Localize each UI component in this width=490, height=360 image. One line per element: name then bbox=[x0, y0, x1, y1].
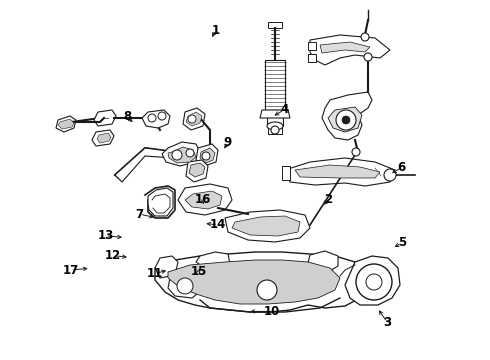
Polygon shape bbox=[186, 160, 208, 182]
Circle shape bbox=[188, 115, 196, 123]
Circle shape bbox=[356, 264, 392, 300]
Polygon shape bbox=[320, 42, 370, 53]
Text: 17: 17 bbox=[63, 264, 79, 276]
Polygon shape bbox=[56, 116, 76, 132]
Circle shape bbox=[177, 278, 193, 294]
Polygon shape bbox=[268, 126, 282, 134]
Polygon shape bbox=[148, 188, 173, 216]
Polygon shape bbox=[155, 256, 178, 278]
Polygon shape bbox=[168, 147, 196, 163]
Polygon shape bbox=[185, 191, 222, 209]
Polygon shape bbox=[94, 110, 116, 126]
Polygon shape bbox=[328, 107, 362, 132]
Text: 6: 6 bbox=[398, 161, 406, 174]
Text: 13: 13 bbox=[97, 229, 114, 242]
Polygon shape bbox=[196, 252, 230, 270]
Polygon shape bbox=[345, 256, 400, 305]
Circle shape bbox=[158, 112, 166, 120]
Text: 14: 14 bbox=[210, 219, 226, 231]
Polygon shape bbox=[186, 112, 202, 126]
Circle shape bbox=[202, 152, 210, 160]
Polygon shape bbox=[295, 165, 380, 178]
Polygon shape bbox=[183, 108, 205, 130]
Circle shape bbox=[366, 274, 382, 290]
Text: 5: 5 bbox=[398, 237, 406, 249]
Polygon shape bbox=[236, 276, 298, 302]
Circle shape bbox=[186, 149, 194, 157]
Polygon shape bbox=[232, 216, 300, 236]
Circle shape bbox=[172, 150, 182, 160]
Text: 11: 11 bbox=[146, 267, 163, 280]
Polygon shape bbox=[268, 22, 282, 28]
Text: 1: 1 bbox=[212, 24, 220, 37]
Text: 7: 7 bbox=[136, 208, 144, 221]
Polygon shape bbox=[155, 252, 370, 312]
Polygon shape bbox=[225, 210, 310, 242]
Polygon shape bbox=[92, 130, 114, 146]
Text: 2: 2 bbox=[324, 193, 332, 206]
Polygon shape bbox=[115, 148, 175, 182]
Polygon shape bbox=[162, 142, 200, 166]
Text: 3: 3 bbox=[383, 316, 391, 329]
Circle shape bbox=[361, 33, 369, 41]
Polygon shape bbox=[260, 110, 290, 118]
Ellipse shape bbox=[267, 122, 283, 130]
Text: 4: 4 bbox=[280, 103, 288, 116]
Circle shape bbox=[271, 126, 279, 134]
Polygon shape bbox=[196, 144, 218, 166]
Polygon shape bbox=[178, 184, 232, 215]
Text: 12: 12 bbox=[104, 249, 121, 262]
Text: 10: 10 bbox=[264, 305, 280, 318]
Circle shape bbox=[352, 148, 360, 156]
Polygon shape bbox=[168, 274, 202, 298]
Circle shape bbox=[364, 53, 372, 61]
Circle shape bbox=[342, 116, 350, 124]
Polygon shape bbox=[189, 163, 205, 177]
Polygon shape bbox=[97, 133, 111, 143]
Circle shape bbox=[257, 280, 277, 300]
Polygon shape bbox=[285, 158, 395, 186]
Polygon shape bbox=[282, 166, 290, 180]
Polygon shape bbox=[168, 260, 340, 304]
Polygon shape bbox=[308, 251, 338, 272]
Polygon shape bbox=[142, 110, 170, 128]
Polygon shape bbox=[322, 92, 372, 140]
Circle shape bbox=[148, 114, 156, 122]
Polygon shape bbox=[200, 148, 215, 163]
Text: 8: 8 bbox=[123, 111, 131, 123]
Text: 15: 15 bbox=[190, 265, 207, 278]
Text: 9: 9 bbox=[224, 136, 232, 149]
Polygon shape bbox=[310, 35, 390, 65]
Polygon shape bbox=[58, 119, 74, 129]
Polygon shape bbox=[265, 60, 285, 110]
Circle shape bbox=[384, 169, 396, 181]
Polygon shape bbox=[308, 42, 316, 50]
Text: 16: 16 bbox=[195, 193, 212, 206]
Circle shape bbox=[336, 110, 356, 130]
Polygon shape bbox=[308, 54, 316, 62]
